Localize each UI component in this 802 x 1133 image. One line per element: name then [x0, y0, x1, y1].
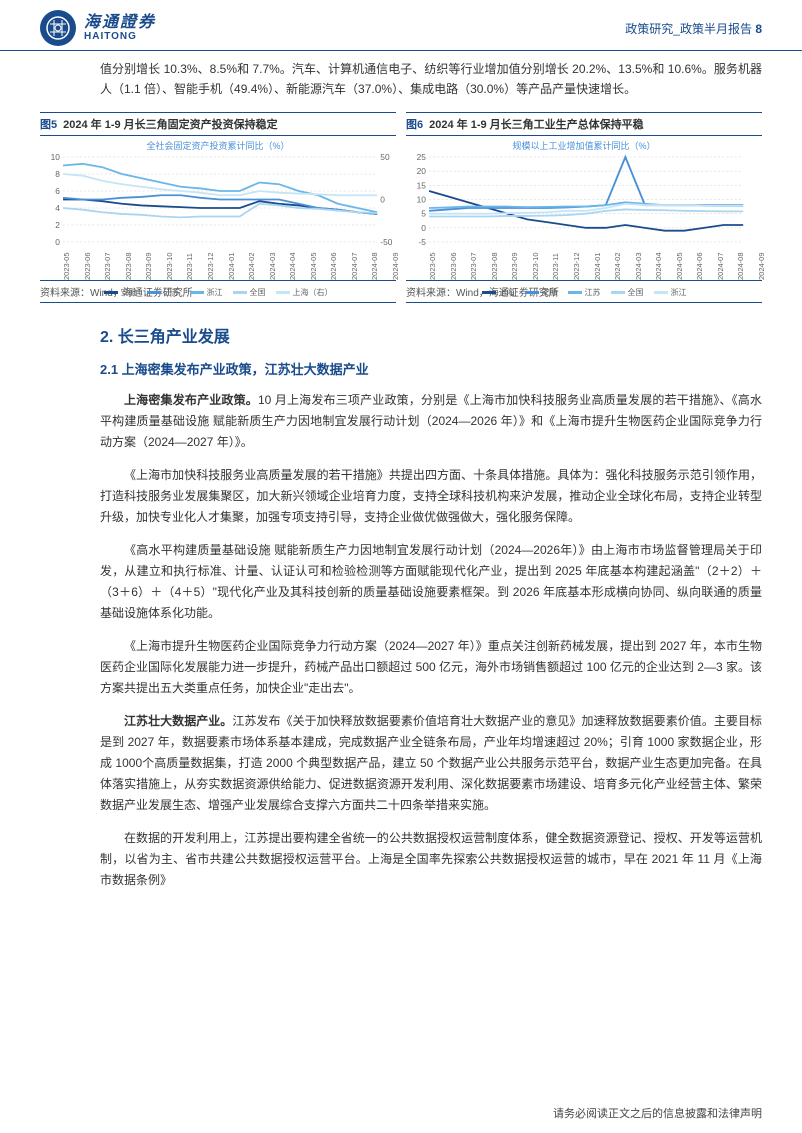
chart6: 图6 2024 年 1-9 月长三角工业生产总体保持平稳 规模以上工业增加值累计…: [406, 112, 762, 303]
legend-item: 全国: [233, 287, 266, 298]
legend-item: 安徽: [525, 287, 558, 298]
chart5-xlabels: 2023-052023-062023-072023-082023-092023-…: [40, 252, 396, 261]
chart5-title-text: 2024 年 1-9 月长三角固定资产投资保持稳定: [63, 116, 278, 132]
chart5-plot: 0 2 4 6 8 10 -50 0 50: [40, 152, 396, 247]
svg-text:0: 0: [55, 238, 60, 247]
chart5: 图5 2024 年 1-9 月长三角固定资产投资保持稳定 全社会固定资产投资累计…: [40, 112, 396, 303]
svg-text:0: 0: [380, 195, 385, 204]
page-number: 8: [755, 22, 762, 36]
svg-text:-50: -50: [380, 238, 393, 247]
body-paragraph: 上海密集发布产业政策。10 月上海发布三项产业政策，分别是《上海市加快科技服务业…: [100, 390, 762, 453]
chart6-plot: -5 0 5 10 15 20 25: [406, 152, 762, 247]
chart6-title: 图6 2024 年 1-9 月长三角工业生产总体保持平稳: [406, 112, 762, 136]
logo-cn: 海通證券: [84, 14, 156, 32]
page-header: 海通證券 HAITONG 政策研究_政策半月报告 8: [0, 0, 802, 51]
logo-text: 海通證券 HAITONG: [84, 14, 156, 43]
svg-text:6: 6: [55, 187, 60, 196]
svg-text:-5: -5: [418, 238, 426, 247]
chart6-legend-bottom: 上海安徽江苏全国浙江: [406, 285, 762, 298]
chart6-xlabels: 2023-052023-062023-072023-082023-092023-…: [406, 252, 762, 261]
body-paragraph: 《上海市加快科技服务业高质量发展的若干措施》共提出四方面、十条具体措施。具体为：…: [100, 465, 762, 528]
svg-text:10: 10: [51, 153, 61, 162]
chart5-legend-bottom: 安徽江苏浙江全国上海（右）: [40, 285, 396, 298]
svg-text:25: 25: [417, 153, 427, 162]
logo-block: 海通證券 HAITONG: [40, 10, 156, 46]
chart5-title: 图5 2024 年 1-9 月长三角固定资产投资保持稳定: [40, 112, 396, 136]
body-paragraph: 《上海市提升生物医药企业国际竞争力行动方案（2024—2027 年）》重点关注创…: [100, 636, 762, 699]
legend-item: 安徽: [104, 287, 137, 298]
intro-paragraph: 值分别增长 10.3%、8.5%和 7.7%。汽车、计算机通信电子、纺织等行业增…: [100, 59, 762, 100]
chart5-tag: 图5: [40, 116, 57, 132]
body-paragraph: 江苏壮大数据产业。江苏发布《关于加快释放数据要素价值培育壮大数据产业的意见》加速…: [100, 711, 762, 816]
body-paragraph: 《高水平构建质量基础设施 赋能新质生产力因地制宜发展行动计划（2024—2026…: [100, 540, 762, 624]
section-2: 2. 长三角产业发展 2.1 上海密集发布产业政策，江苏壮大数据产业 上海密集发…: [0, 303, 802, 891]
svg-text:5: 5: [421, 210, 426, 219]
intro-content: 值分别增长 10.3%、8.5%和 7.7%。汽车、计算机通信电子、纺织等行业增…: [0, 51, 802, 100]
svg-text:0: 0: [421, 224, 426, 233]
svg-text:8: 8: [55, 170, 60, 179]
chart5-legend-top: 全社会固定资产投资累计同比（%）: [40, 136, 396, 152]
logo-icon: [40, 10, 76, 46]
legend-item: 全国: [611, 287, 644, 298]
body-paragraph: 在数据的开发利用上，江苏提出要构建全省统一的公共数据授权运营制度体系，健全数据资…: [100, 828, 762, 891]
chart6-title-text: 2024 年 1-9 月长三角工业生产总体保持平稳: [429, 116, 644, 132]
legend-item: 浙江: [654, 287, 687, 298]
charts-row: 图5 2024 年 1-9 月长三角固定资产投资保持稳定 全社会固定资产投资累计…: [0, 100, 802, 303]
chart6-legend-top: 规模以上工业增加值累计同比（%）: [406, 136, 762, 152]
chart6-tag: 图6: [406, 116, 423, 132]
category-label: 政策研究_政策半月报告: [625, 22, 752, 36]
legend-item: 江苏: [568, 287, 601, 298]
svg-text:20: 20: [417, 167, 427, 176]
section-2-heading: 2. 长三角产业发展: [100, 323, 762, 347]
legend-item: 江苏: [147, 287, 180, 298]
footer-disclaimer: 请务必阅读正文之后的信息披露和法律声明: [553, 1105, 762, 1121]
svg-text:2: 2: [55, 221, 60, 230]
svg-text:15: 15: [417, 181, 427, 190]
section-2-body: 上海密集发布产业政策。10 月上海发布三项产业政策，分别是《上海市加快科技服务业…: [100, 390, 762, 891]
svg-text:10: 10: [417, 195, 427, 204]
legend-item: 上海（右）: [276, 287, 333, 298]
svg-text:4: 4: [55, 204, 60, 213]
section-2-1-heading: 2.1 上海密集发布产业政策，江苏壮大数据产业: [100, 359, 762, 378]
logo-en: HAITONG: [84, 31, 156, 42]
svg-text:50: 50: [380, 153, 390, 162]
legend-item: 浙江: [190, 287, 223, 298]
header-category: 政策研究_政策半月报告 8: [625, 20, 762, 37]
legend-item: 上海: [482, 287, 515, 298]
